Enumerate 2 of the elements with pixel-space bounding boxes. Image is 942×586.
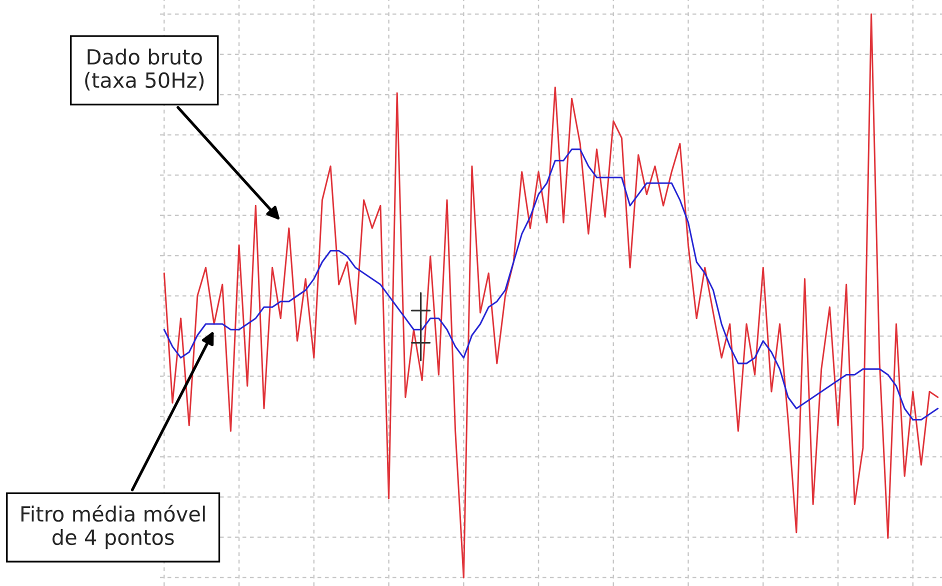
annotation: Fitro média móvel de 4 pontos xyxy=(21,504,205,550)
annotation: Dado bruto (taxa 50Hz) xyxy=(85,48,204,90)
